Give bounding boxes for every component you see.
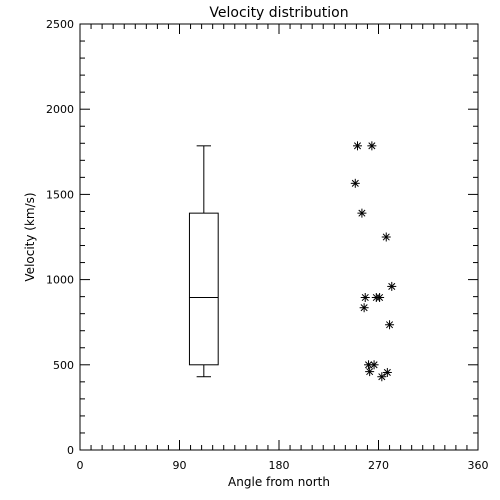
marker-stroke <box>360 304 368 312</box>
marker-stroke <box>382 233 390 241</box>
data-point <box>369 360 379 370</box>
tick-labels: 0 90 180 270 360 0 500 1000 1500 2000 2500 <box>46 18 489 472</box>
y-tick-label: 2000 <box>46 103 74 116</box>
box-plot <box>188 145 219 378</box>
marker-stroke <box>361 293 369 302</box>
marker-stroke <box>378 373 386 381</box>
data-point <box>382 367 392 377</box>
axis-ticks <box>79 23 479 451</box>
data-point <box>367 141 377 151</box>
x-tick-label: 180 <box>269 459 290 472</box>
x-tick-label: 360 <box>468 459 489 472</box>
marker-stroke <box>370 361 378 369</box>
x-tick-label: 270 <box>368 459 389 472</box>
marker-stroke <box>376 293 384 302</box>
data-point <box>387 281 397 291</box>
data-point <box>350 178 360 188</box>
y-tick-label: 0 <box>67 444 74 457</box>
data-point <box>381 232 391 242</box>
data-point <box>375 292 385 302</box>
marker-stroke <box>386 321 394 329</box>
marker-stroke <box>353 142 362 150</box>
marker-stroke <box>351 179 359 187</box>
data-point <box>360 292 370 302</box>
box-iqr <box>188 212 219 366</box>
data-point <box>385 320 395 330</box>
marker-stroke <box>358 209 366 217</box>
data-point <box>377 372 387 382</box>
marker-stroke <box>368 142 376 150</box>
y-tick-label: 2500 <box>46 18 74 31</box>
x-axis-label: Angle from north <box>228 475 330 489</box>
x-tick-label: 0 <box>77 459 84 472</box>
data-point <box>352 141 362 151</box>
marker-stroke <box>365 361 373 369</box>
data-point <box>364 360 374 370</box>
y-axis-label: Velocity (km/s) <box>23 192 37 281</box>
plot-frame <box>79 23 479 451</box>
data-point <box>359 303 369 313</box>
scatter-points <box>350 141 397 382</box>
x-tick-label: 90 <box>173 459 187 472</box>
chart-title: Velocity distribution <box>209 5 348 21</box>
y-tick-label: 500 <box>53 359 74 372</box>
data-point <box>357 208 367 218</box>
marker-stroke <box>383 368 391 377</box>
y-tick-label: 1500 <box>46 188 74 201</box>
marker-stroke <box>366 368 374 376</box>
data-point <box>365 367 375 377</box>
y-tick-label: 1000 <box>46 274 74 287</box>
marker-stroke <box>388 282 396 290</box>
